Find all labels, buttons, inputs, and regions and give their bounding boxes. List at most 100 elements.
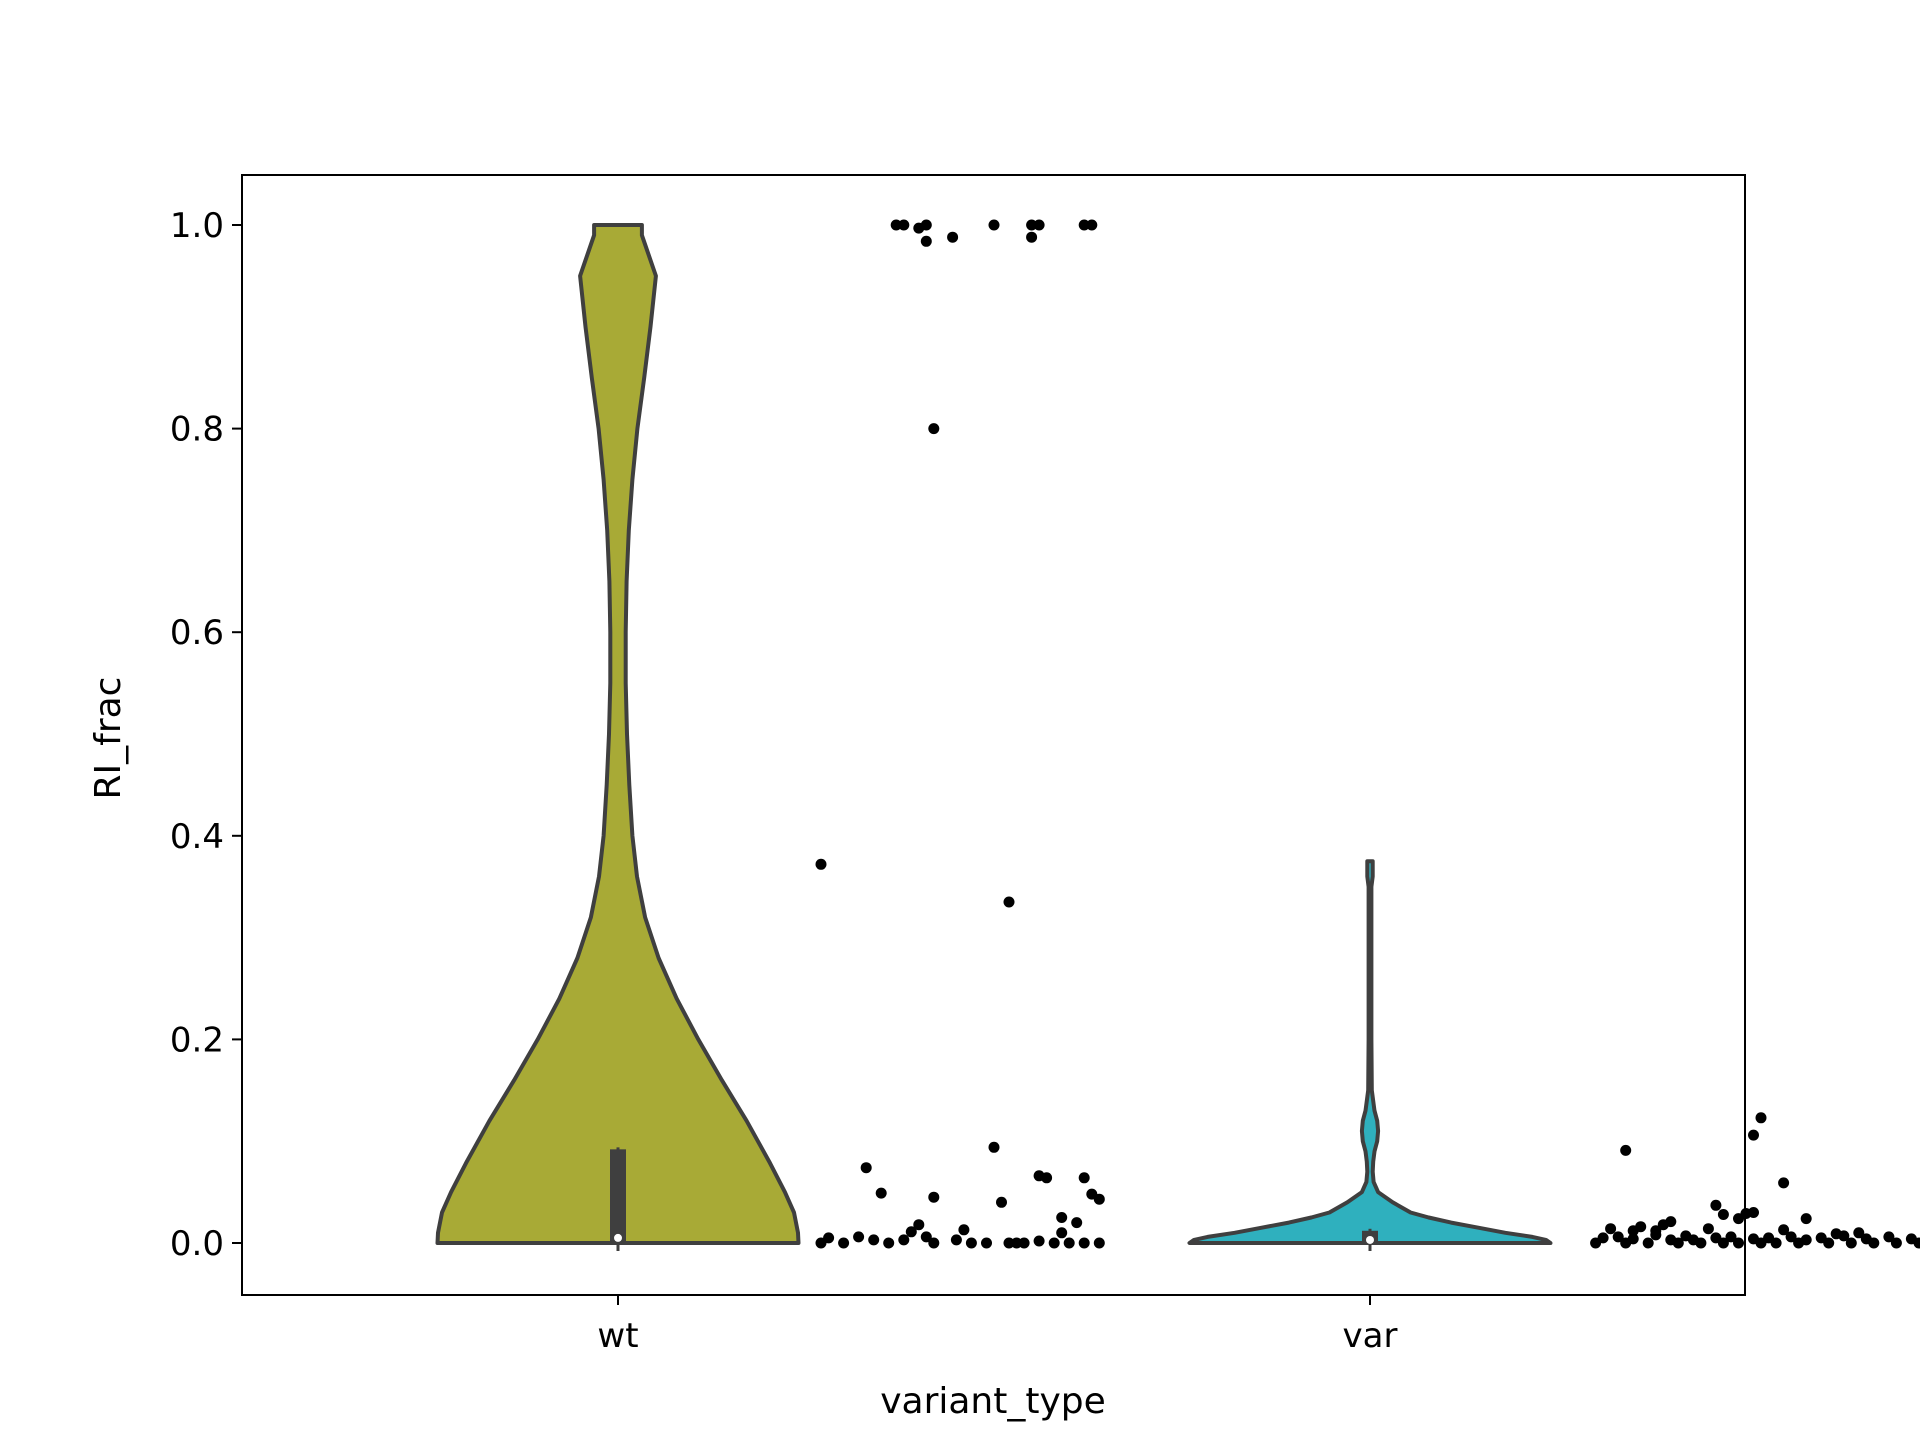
data-point-var — [1605, 1223, 1617, 1235]
y-tick-label: 0.2 — [170, 1020, 224, 1060]
data-point-var — [1717, 1209, 1729, 1220]
data-point-wt — [1093, 1237, 1105, 1249]
data-point-wt — [996, 1196, 1007, 1208]
data-point-var — [1883, 1231, 1895, 1243]
violin-var — [1187, 859, 1553, 1245]
data-point-wt — [950, 1234, 962, 1246]
data-point-wt — [1056, 1212, 1068, 1223]
y-tick-label: 0.0 — [170, 1224, 224, 1264]
y-axis: 0.0 0.2 0.4 0.6 0.8 1.0 — [170, 206, 242, 1264]
data-point-wt — [1078, 219, 1090, 231]
data-point-wt — [1078, 1237, 1090, 1249]
data-point-wt — [838, 1237, 850, 1249]
data-point-wt — [860, 1162, 872, 1174]
data-point-var — [1755, 1112, 1767, 1124]
data-point-var — [1657, 1219, 1669, 1231]
violin-wt — [435, 223, 801, 1245]
data-point-wt — [988, 219, 1000, 231]
data-point-wt — [868, 1234, 880, 1246]
median-var — [1366, 1235, 1374, 1244]
data-point-var — [1778, 1177, 1790, 1189]
data-point-var — [1650, 1225, 1662, 1237]
data-point-wt — [920, 235, 932, 247]
data-point-wt — [928, 1237, 940, 1249]
y-tick-label: 0.4 — [170, 817, 224, 857]
y-tick-label: 0.8 — [170, 410, 224, 450]
data-point-wt — [958, 1224, 970, 1236]
data-point-var — [1620, 1144, 1632, 1156]
data-point-wt — [890, 219, 902, 231]
data-point-wt — [905, 1226, 917, 1238]
point-group — [815, 219, 1920, 1249]
data-point-var — [1695, 1237, 1707, 1249]
violin-group — [435, 223, 1553, 1245]
data-point-wt — [965, 1237, 977, 1249]
data-point-wt — [913, 1219, 925, 1231]
data-point-wt — [883, 1237, 895, 1249]
plot-frame — [241, 174, 1746, 1296]
data-point-var — [1672, 1237, 1684, 1249]
data-point-var — [1853, 1227, 1865, 1239]
data-point-var — [1597, 1232, 1609, 1244]
y-axis-label: RI_frac — [88, 677, 129, 800]
data-point-wt — [947, 231, 959, 243]
data-point-wt — [981, 1237, 992, 1249]
data-point-var — [1725, 1231, 1737, 1243]
data-point-var — [1702, 1223, 1714, 1235]
data-point-wt — [1078, 1172, 1090, 1184]
data-point-var — [1800, 1213, 1812, 1225]
x-axis-label: variant_type — [880, 1381, 1106, 1422]
data-point-var — [1868, 1237, 1880, 1249]
data-point-var — [1733, 1237, 1744, 1249]
data-point-var — [1642, 1237, 1654, 1249]
x-tick-label: var — [1343, 1316, 1398, 1356]
data-point-var — [1890, 1237, 1902, 1249]
data-point-var — [1627, 1233, 1639, 1245]
data-point-wt — [1026, 231, 1038, 243]
data-point-wt — [920, 1231, 932, 1243]
data-point-wt — [1033, 219, 1045, 231]
data-point-var — [1748, 1129, 1759, 1141]
data-point-wt — [898, 219, 910, 231]
y-tick-label: 0.6 — [170, 613, 224, 653]
data-point-var — [1710, 1199, 1722, 1211]
data-point-var — [1913, 1237, 1920, 1249]
data-point-wt — [928, 1191, 940, 1203]
data-point-var — [1823, 1237, 1835, 1249]
data-point-wt — [875, 1187, 887, 1199]
x-tick-label: wt — [597, 1316, 638, 1356]
data-point-wt — [815, 858, 827, 870]
data-point-var — [1778, 1224, 1790, 1236]
data-point-wt — [853, 1231, 865, 1243]
data-point-wt — [1086, 219, 1098, 231]
data-point-wt — [928, 423, 940, 435]
data-point-wt — [920, 219, 932, 231]
data-point-wt — [823, 1232, 835, 1244]
data-point-wt — [1056, 1227, 1068, 1239]
data-point-var — [1612, 1231, 1624, 1243]
data-point-wt — [1093, 1193, 1105, 1205]
data-point-wt — [1041, 1172, 1053, 1184]
data-point-wt — [988, 1141, 1000, 1153]
data-point-wt — [1033, 1235, 1045, 1247]
data-point-var — [1627, 1225, 1639, 1237]
median-wt — [614, 1233, 622, 1242]
data-point-var — [1770, 1237, 1782, 1249]
data-point-wt — [1003, 1237, 1015, 1249]
x-axis: wt var — [597, 1295, 1397, 1356]
data-point-wt — [1063, 1237, 1075, 1249]
data-point-var — [1845, 1237, 1857, 1249]
data-point-wt — [1048, 1237, 1060, 1249]
data-point-wt — [898, 1234, 910, 1246]
data-point-wt — [1011, 1237, 1023, 1249]
data-point-var — [1748, 1207, 1759, 1218]
data-point-wt — [1071, 1217, 1083, 1229]
y-tick-label: 1.0 — [170, 206, 224, 246]
data-point-var — [1830, 1228, 1842, 1240]
box-group — [610, 1147, 1378, 1251]
data-point-var — [1800, 1234, 1812, 1246]
data-point-var — [1717, 1237, 1729, 1249]
data-point-wt — [1003, 896, 1015, 908]
data-point-var — [1785, 1231, 1797, 1243]
